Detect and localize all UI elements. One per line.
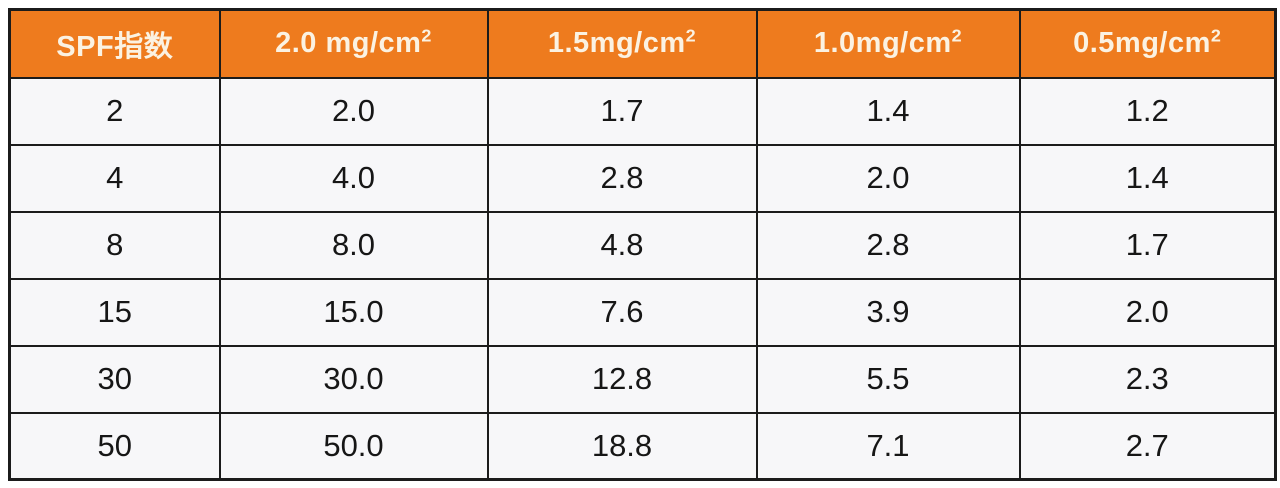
table-row: 4 4.0 2.8 2.0 1.4 — [8, 143, 1277, 213]
cell-value: 7.6 — [486, 277, 758, 347]
cell-value: 1.4 — [755, 76, 1021, 146]
cell-value: 15.0 — [218, 277, 489, 347]
cell-value: 1.4 — [1018, 143, 1277, 213]
cell-spf: 50 — [8, 411, 221, 481]
cell-value: 30.0 — [218, 344, 489, 414]
cell-value: 2.3 — [1018, 344, 1277, 414]
cell-value: 8.0 — [218, 210, 489, 280]
cell-value: 2.7 — [1018, 411, 1277, 481]
table-row: 8 8.0 4.8 2.8 1.7 — [8, 210, 1277, 280]
cell-value: 7.1 — [755, 411, 1021, 481]
table-row: 15 15.0 7.6 3.9 2.0 — [8, 277, 1277, 347]
cell-value: 2.0 — [218, 76, 489, 146]
cell-spf: 4 — [8, 143, 221, 213]
cell-value: 5.5 — [755, 344, 1021, 414]
cell-value: 12.8 — [486, 344, 758, 414]
column-header-spf-index: SPF指数 — [8, 8, 221, 79]
column-header-1-5-mg: 1.5mg/cm2 — [486, 8, 758, 79]
spf-application-amount-table: SPF指数 2.0 mg/cm2 1.5mg/cm2 1.0mg/cm2 0.5… — [8, 8, 1277, 481]
cell-value: 4.0 — [218, 143, 489, 213]
cell-spf: 30 — [8, 344, 221, 414]
cell-value: 2.8 — [486, 143, 758, 213]
table-header-row: SPF指数 2.0 mg/cm2 1.5mg/cm2 1.0mg/cm2 0.5… — [8, 8, 1277, 79]
cell-value: 3.9 — [755, 277, 1021, 347]
cell-spf: 8 — [8, 210, 221, 280]
cell-value: 1.7 — [1018, 210, 1277, 280]
cell-value: 1.7 — [486, 76, 758, 146]
table-row: 2 2.0 1.7 1.4 1.2 — [8, 76, 1277, 146]
table-row: 30 30.0 12.8 5.5 2.3 — [8, 344, 1277, 414]
cell-spf: 15 — [8, 277, 221, 347]
column-header-2-0-mg: 2.0 mg/cm2 — [218, 8, 489, 79]
cell-value: 2.8 — [755, 210, 1021, 280]
table-row: 50 50.0 18.8 7.1 2.7 — [8, 411, 1277, 481]
cell-value: 18.8 — [486, 411, 758, 481]
column-header-1-0-mg: 1.0mg/cm2 — [755, 8, 1021, 79]
cell-value: 50.0 — [218, 411, 489, 481]
column-header-0-5-mg: 0.5mg/cm2 — [1018, 8, 1277, 79]
cell-value: 1.2 — [1018, 76, 1277, 146]
cell-value: 2.0 — [1018, 277, 1277, 347]
cell-value: 4.8 — [486, 210, 758, 280]
cell-spf: 2 — [8, 76, 221, 146]
cell-value: 2.0 — [755, 143, 1021, 213]
